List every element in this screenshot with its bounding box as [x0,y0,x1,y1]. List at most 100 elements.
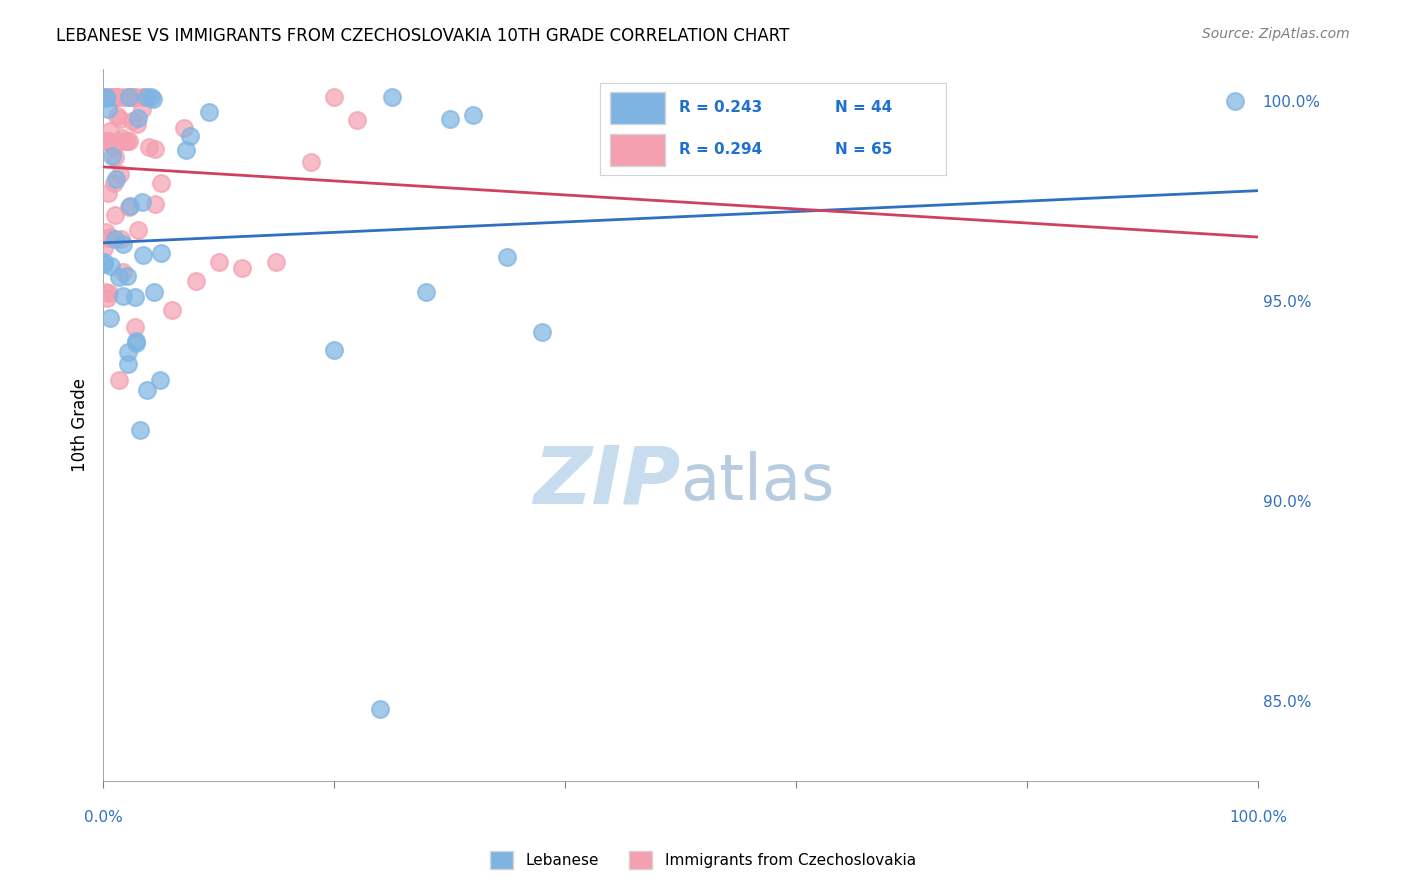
Point [149,177,172,191]
Point [107,89,129,103]
Point [368,702,391,716]
Point [149,373,172,387]
Point [139,89,162,103]
Point [135,383,157,397]
Text: 100.0%: 100.0% [1229,810,1286,824]
Point [266,255,288,269]
Point [128,423,150,437]
Point [94,225,117,239]
Point [98,124,121,138]
Point [131,89,153,103]
Point [207,255,229,269]
Point [299,155,322,169]
Point [323,343,346,358]
Point [117,357,139,371]
Point [100,259,122,273]
Point [461,108,484,122]
Point [346,112,368,127]
Point [105,109,128,123]
Point [323,89,346,103]
Point [121,114,143,128]
Point [108,168,131,182]
Point [150,245,173,260]
Point [381,89,404,103]
Point [96,134,118,148]
Point [115,268,138,283]
Point [198,105,221,120]
Point [100,89,122,103]
Point [96,89,118,103]
Point [127,223,149,237]
Point [104,232,127,246]
Point [97,286,120,301]
Point [124,320,146,334]
Point [98,90,121,104]
Point [143,285,166,299]
Point [108,373,131,387]
Point [110,112,132,127]
Point [118,89,141,103]
Point [115,134,138,148]
Point [93,257,115,271]
Point [131,195,153,210]
Point [97,134,120,148]
Point [98,230,121,244]
Point [93,134,115,148]
Point [125,336,148,351]
Point [97,103,120,117]
Point [93,241,115,255]
Text: Source: ZipAtlas.com: Source: ZipAtlas.com [1202,27,1350,41]
Y-axis label: 10th Grade: 10th Grade [72,378,89,472]
Point [101,89,124,103]
Point [121,89,143,103]
Point [231,260,253,275]
Point [93,254,115,268]
Point [111,131,134,145]
Text: LEBANESE VS IMMIGRANTS FROM CZECHOSLOVAKIA 10TH GRADE CORRELATION CHART: LEBANESE VS IMMIGRANTS FROM CZECHOSLOVAK… [56,27,790,45]
Point [110,232,132,246]
Text: 0.0%: 0.0% [84,810,122,824]
Point [125,334,148,349]
Point [174,143,197,157]
Point [104,208,127,222]
Point [120,199,142,213]
Point [138,139,160,153]
Point [114,134,136,148]
Point [112,288,135,302]
Point [108,270,131,285]
Point [142,93,165,107]
Point [111,265,134,279]
Point [124,290,146,304]
Point [125,117,148,131]
Point [132,89,155,103]
Point [415,285,437,299]
Text: atlas: atlas [681,450,835,513]
Point [131,102,153,116]
Point [104,136,127,151]
Point [118,134,141,148]
Point [179,129,201,144]
Point [97,186,120,200]
Point [97,134,120,148]
Point [104,149,127,163]
Point [96,291,118,305]
Point [103,139,125,153]
Point [162,303,184,318]
Point [105,172,128,186]
Point [118,200,141,214]
Point [97,230,120,244]
Point [496,250,519,264]
Point [184,274,207,288]
Point [103,176,125,190]
Point [122,89,145,103]
Point [96,90,118,104]
Point [439,112,461,126]
Point [127,111,149,125]
Point [530,325,553,339]
Point [132,248,155,262]
Point [104,89,127,103]
Point [97,134,120,148]
Point [143,197,166,211]
Point [98,310,121,325]
Point [125,89,148,103]
